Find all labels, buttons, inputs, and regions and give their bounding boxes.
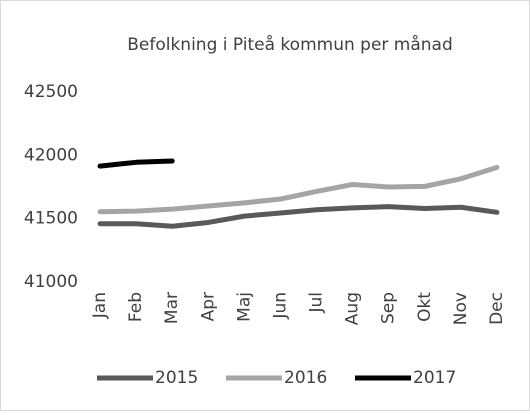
series-line [97, 204, 500, 229]
x-tick-label: Okt [415, 292, 435, 322]
y-tick-label: 42000 [24, 145, 78, 165]
x-tick-label: Jul [307, 292, 327, 314]
x-tick-label: Maj [234, 292, 254, 322]
y-tick-label: 41500 [24, 209, 78, 229]
legend-label: 2015 [155, 368, 198, 388]
y-tick-label: 41000 [24, 272, 78, 292]
x-tick-label: Jun [270, 292, 290, 320]
x-tick-label: Aug [343, 292, 363, 325]
x-tick-label: Dec [487, 292, 507, 325]
legend-label: 2016 [284, 368, 327, 388]
x-tick-label: Feb [126, 292, 146, 322]
x-tick-label: Nov [451, 292, 471, 325]
series-line [97, 164, 500, 215]
chart-title: Befolkning i Piteå kommun per månad [127, 34, 453, 55]
x-tick-label: Jan [90, 292, 110, 319]
x-tick-label: Apr [198, 292, 218, 321]
y-tick-label: 42500 [24, 82, 78, 102]
legend-label: 2017 [413, 368, 456, 388]
x-tick-label: Mar [162, 292, 182, 324]
x-tick-label: Sep [379, 292, 399, 324]
series-line [97, 158, 175, 169]
